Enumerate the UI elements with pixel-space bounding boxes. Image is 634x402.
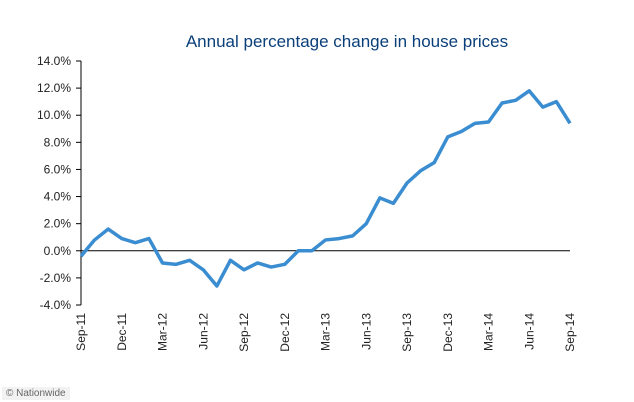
x-tick-label: Sep-12: [237, 313, 251, 352]
x-tick-label: Jun-14: [522, 313, 536, 350]
x-tick-label: Mar-14: [482, 313, 496, 351]
x-tick-label: Dec-13: [441, 313, 455, 352]
chart-title: Annual percentage change in house prices: [185, 32, 509, 51]
x-tick-label: Sep-13: [400, 313, 414, 352]
y-tick-label: -4.0%: [40, 298, 72, 312]
y-tick-label: 4.0%: [44, 190, 72, 204]
y-tick-label: -2.0%: [40, 271, 72, 285]
x-tick-label: Sep-11: [74, 313, 88, 351]
y-tick-label: 8.0%: [44, 135, 72, 149]
series-line: [79, 89, 572, 288]
x-tick-label: Dec-12: [278, 313, 292, 352]
y-tick-label: 14.0%: [37, 54, 71, 68]
y-tick-label: 0.0%: [44, 244, 72, 258]
y-tick-label: 10.0%: [37, 108, 71, 122]
source-credit: © Nationwide: [2, 387, 70, 400]
x-tick-label: Dec-11: [115, 313, 129, 351]
x-tick-label: Jun-12: [196, 313, 210, 350]
y-tick-label: 2.0%: [44, 217, 72, 231]
x-tick-label: Jun-13: [359, 313, 373, 350]
x-tick-label: Mar-13: [319, 313, 333, 351]
x-tick-label: Sep-14: [563, 313, 577, 352]
y-tick-label: 6.0%: [44, 162, 72, 176]
x-tick-label: Mar-12: [156, 313, 170, 351]
y-tick-label: 12.0%: [37, 81, 71, 95]
